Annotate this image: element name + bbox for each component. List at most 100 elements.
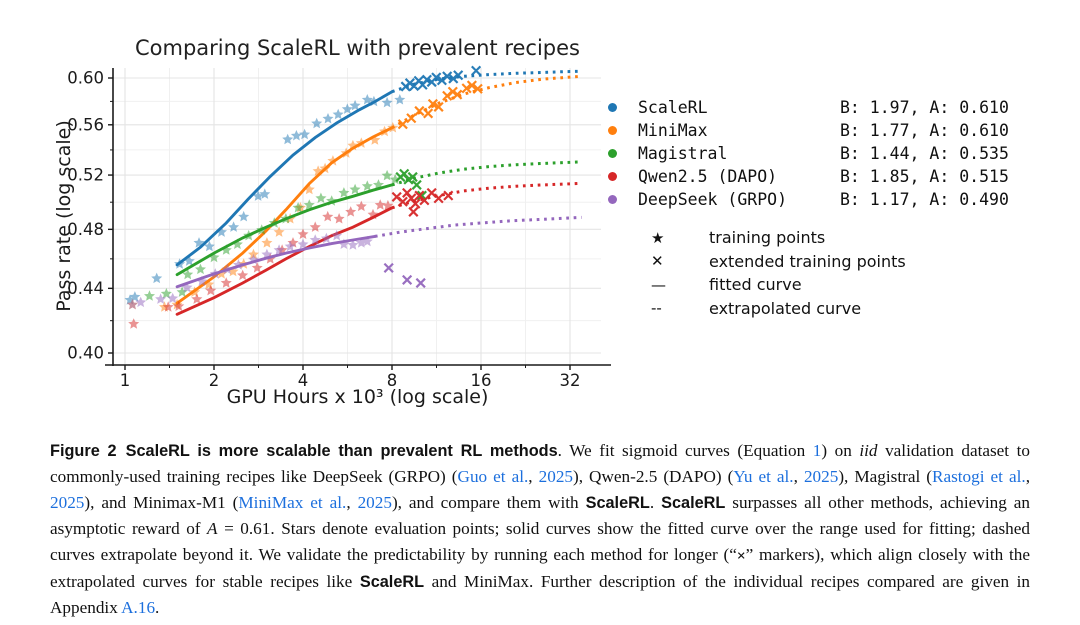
x-tick-label: 8 <box>387 371 398 390</box>
caption-text: , <box>346 492 358 512</box>
citation-link[interactable]: 2025 <box>538 467 573 487</box>
citation-link[interactable]: 2025 <box>803 467 839 487</box>
marker-legend-row: -- extrapolated curve <box>645 297 906 321</box>
series-scalerl-extended-points <box>400 65 482 92</box>
citation-link[interactable]: Rastogi et al. <box>932 467 1026 487</box>
series-deepseek-grpo--training-points <box>127 229 373 310</box>
marker-label: training points <box>709 228 826 248</box>
caption-text: ) on <box>821 441 860 460</box>
series-magistral-fitted-curve <box>175 183 394 277</box>
caption-text: , <box>793 467 804 487</box>
legend-row-scalerl: ScaleRL B: 1.97, A: 0.610 <box>600 96 1009 119</box>
legend-row-deepseek: DeepSeek (GRPO) B: 1.17, A: 0.490 <box>600 188 1009 211</box>
series-scalerl-training-points <box>124 94 406 305</box>
y-axis-label: Pass rate (log scale) <box>53 120 75 312</box>
series-legend: ScaleRL B: 1.97, A: 0.610 MiniMax B: 1.7… <box>600 96 1009 211</box>
series-fit-params: B: 1.44, A: 0.535 <box>840 144 1009 163</box>
citation-link[interactable]: 1 <box>812 441 822 460</box>
series-magistral-training-points <box>144 169 401 301</box>
x-tick-label: 16 <box>471 371 492 390</box>
series-scalerl-extrapolated-curve <box>391 69 582 94</box>
citation-link[interactable]: 2025 <box>50 492 85 512</box>
series-minimax-training-points <box>127 122 399 312</box>
series-fit-params: B: 1.77, A: 0.610 <box>840 121 1009 140</box>
series-fit-params: B: 1.85, A: 0.515 <box>840 167 1009 186</box>
caption-text: ” markers), which align closely with the… <box>50 544 1030 592</box>
citation-link[interactable]: Guo et al. <box>457 467 529 487</box>
series-name: Qwen2.5 (DAPO) <box>638 167 778 186</box>
x-tick-label: 1 <box>120 371 131 390</box>
caption-text: ScaleRL <box>661 493 726 512</box>
cross-marker-icon: ✕ <box>651 252 664 271</box>
series-name: MiniMax <box>638 121 708 140</box>
legend-row-magistral: Magistral B: 1.44, A: 0.535 <box>600 142 1009 165</box>
legend-row-minimax: MiniMax B: 1.77, A: 0.610 <box>600 119 1009 142</box>
series-qwen2-5-dapo--training-points <box>128 199 394 329</box>
series-magistral-extended-points <box>395 168 427 201</box>
caption-text: ), and compare them with <box>391 492 586 512</box>
series-minimax-extended-points <box>397 80 483 130</box>
y-tick-label: 0.52 <box>67 166 104 185</box>
citation-link[interactable]: MiniMax et al. <box>238 492 347 512</box>
caption-text: = 0.61. Stars denote evaluation points; … <box>50 519 1031 564</box>
series-dot-icon <box>608 195 617 204</box>
legend-row-qwen: Qwen2.5 (DAPO) B: 1.85, A: 0.515 <box>600 165 1009 188</box>
caption-text: × <box>736 547 746 564</box>
series-qwen2-5-dapo--fitted-curve <box>175 206 394 316</box>
citation-link[interactable]: A.16 <box>121 598 156 618</box>
caption-text: ScaleRL <box>585 493 650 512</box>
caption-text: ScaleRL <box>359 573 425 592</box>
series-fit-params: B: 1.97, A: 0.610 <box>840 98 1009 117</box>
caption-text: . <box>649 492 662 512</box>
marker-legend-row: ★ training points <box>645 226 906 250</box>
series-deepseek-grpo--fitted-curve <box>175 234 377 289</box>
citation-link[interactable]: 2025 <box>357 492 392 512</box>
caption-text: ), Qwen-2.5 (DAPO) ( <box>573 467 734 487</box>
series-name: DeepSeek (GRPO) <box>638 190 788 209</box>
series-deepseek-grpo--extended-points <box>383 262 426 289</box>
caption-text: A <box>207 519 218 539</box>
dashed-line-icon: -- <box>651 299 662 318</box>
series-name: Magistral <box>638 144 728 163</box>
caption-text: , <box>528 467 539 487</box>
caption-text: validation dataset to commonly-used trai… <box>50 441 1030 487</box>
caption-text: ), Magistral ( <box>838 467 932 487</box>
marker-label: extrapolated curve <box>709 298 862 318</box>
marker-label: extended training points <box>709 251 906 271</box>
series-qwen2-5-dapo--extended-points <box>391 187 454 217</box>
y-tick-label: 0.60 <box>67 69 104 88</box>
series-dot-icon <box>608 103 617 112</box>
y-tick-label: 0.44 <box>67 279 104 298</box>
citation-link[interactable]: Yu et al. <box>733 467 794 487</box>
solid-line-icon: — <box>651 275 666 294</box>
marker-legend: ★ training points ✕ extended training po… <box>645 226 906 320</box>
caption-text: . We fit sigmoid curves (Equation <box>557 441 813 460</box>
y-tick-label: 0.48 <box>67 220 104 239</box>
marker-legend-row: — fitted curve <box>645 273 906 297</box>
caption-text: ), and Minimax-M1 ( <box>84 492 239 512</box>
series-dot-icon <box>608 172 617 181</box>
series-deepseek-grpo--extrapolated-curve <box>374 215 582 238</box>
caption-text: , <box>1025 467 1030 487</box>
caption-text: iid <box>859 441 878 460</box>
series-dot-icon <box>608 149 617 158</box>
chart-canvas: 1 2 4 8 16 32 0.40 0.44 0.48 0.52 0.56 0.60 <box>67 65 611 390</box>
marker-legend-row: ✕ extended training points <box>645 250 906 274</box>
x-axis-label: GPU Hours x 10³ (log scale) <box>226 386 489 408</box>
chart-title: Comparing ScaleRL with prevalent recipes <box>135 36 580 60</box>
series-minimax-extrapolated-curve <box>391 74 582 130</box>
caption-text: surpasses all other methods, achieving a… <box>50 492 1031 539</box>
series-dot-icon <box>608 126 617 135</box>
caption-text: Figure 2 <box>50 442 117 460</box>
series-magistral-extrapolated-curve <box>391 160 582 187</box>
y-tick-label: 0.40 <box>67 344 104 363</box>
x-tick-label: 2 <box>209 371 220 390</box>
series-fit-params: B: 1.17, A: 0.490 <box>840 190 1009 209</box>
figure-caption: Figure 2 ScaleRL is more scalable than pr… <box>50 438 1030 621</box>
x-tick-label: 32 <box>560 371 581 390</box>
caption-text: ScaleRL is more scalable than prevalent … <box>125 442 558 460</box>
y-tick-label: 0.56 <box>67 115 104 134</box>
star-marker-icon: ★ <box>651 228 665 247</box>
marker-label: fitted curve <box>709 275 802 295</box>
